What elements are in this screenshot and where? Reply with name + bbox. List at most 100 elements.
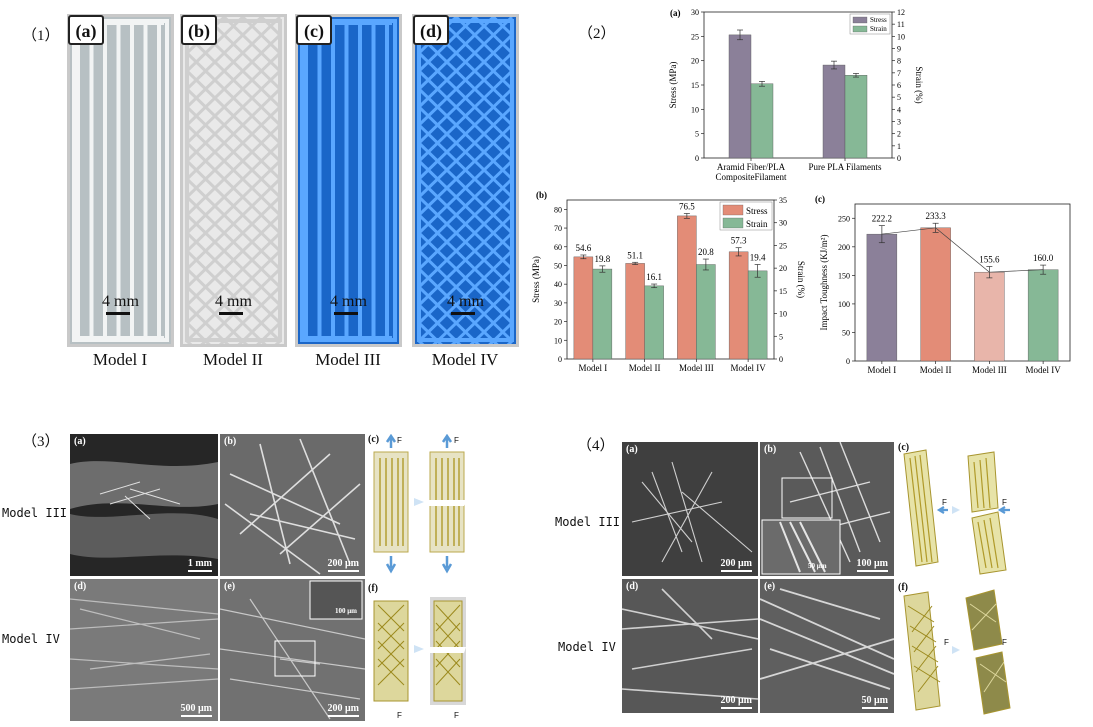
model-pattern [417,17,514,344]
sem-image: (b) 50 μm 100 μm [760,442,894,576]
force-label: F [1002,638,1007,647]
y-tick-label: 60 [554,243,562,252]
y-tick-label: 10 [554,336,562,345]
model-panel: (c) 4 mm [295,14,402,347]
bar [1027,269,1059,362]
y-tick-label: 50 [554,261,562,270]
legend-swatch [722,204,744,216]
y-tick-label: 0 [558,355,562,364]
scale-bar: 1 mm [187,558,212,572]
y-tick-label: 0 [695,154,699,163]
sem4-row-label-1: Model III [555,515,621,529]
section-label-2: （2） [578,26,616,42]
schematic-panel: (c) F F [898,442,1013,576]
bar [644,285,664,360]
bar [677,215,697,360]
inset-scale: 100 μm [334,607,357,615]
bar [844,75,868,159]
bar [728,34,752,159]
y2-tick-label: 12 [897,8,905,17]
panel-tag: (e) [224,581,236,592]
bar [625,263,645,360]
y-tick-label: 30 [554,299,562,308]
model-panel: (d) 4 mm [412,14,519,347]
y2-tick-label: 20 [779,264,787,273]
scale-text: 4 mm [102,293,139,310]
bar [592,268,613,360]
y2-tick-label: 35 [779,196,787,205]
sem-texture [220,579,365,721]
y-tick-label: 250 [838,214,850,223]
sem-image: (d) 500 μm [70,579,218,721]
force-label: F [397,711,402,720]
y-tick-label: 15 [691,81,699,90]
y-tick-label: 70 [554,224,562,233]
scale-text: 200 μm [327,558,360,569]
bar [920,227,951,362]
x-tick-label: Model III [972,365,1007,375]
y-tick-label: 10 [691,105,699,114]
panel-tag: (a) [626,444,638,455]
bar [696,264,716,360]
data-label: 155.6 [979,254,1000,264]
schematic-panel: (c) F F [368,434,478,576]
bar [750,83,774,159]
y2-tick-label: 11 [897,20,905,29]
y2-tick-label: 2 [897,130,901,139]
data-label: 16.1 [646,272,662,282]
panel-tag: (e) [764,581,776,592]
chart-a: 0 5 10 15 20 25 30 Stress (MPa) 0 1 2 3 4 5 6 7 8 9 10 11 12… [660,2,930,192]
bar [728,251,749,360]
scale-bar: 50 μm [861,695,888,709]
panel-tag: (c) [815,194,825,204]
y2-tick-label: 3 [897,118,901,127]
data-label: 54.6 [576,243,592,253]
bar [974,271,1005,362]
sem-image: (d) 200 μm [622,579,758,713]
trend-line [881,227,1044,273]
bar [866,233,898,362]
x-tick-label: Model II [629,363,661,373]
data-label: 57.3 [731,236,747,246]
section-label-1: （1） [22,28,60,44]
scale-bar: 200 μm [720,558,752,572]
schematic-svg [373,434,466,574]
model-pattern [185,17,282,344]
y2-tick-label: 30 [779,219,787,228]
model-name: Model III [315,350,381,369]
y-tick-label: 5 [695,130,699,139]
data-label: 51.1 [627,250,643,260]
scale-bar: 200 μm [327,703,359,717]
y2-tick-label: 15 [779,287,787,296]
force-label: F [397,436,402,445]
x-tick-label: Model IV [1026,365,1062,375]
y-tick-label: 25 [691,32,699,41]
bar [747,270,768,360]
y2-tick-label: 10 [779,310,787,319]
data-label: 222.2 [872,214,892,224]
schematic-panel: (f) F F [898,582,1013,716]
sem-texture [220,434,365,576]
x-tick-label: Model I [579,363,608,373]
legend-swatch [852,25,868,33]
scale-text: 200 μm [720,695,753,706]
y-tick-label: 40 [554,280,562,289]
model-pattern [300,19,397,342]
model-tag: (a) [68,15,104,45]
inset-scale: 50 μm [808,562,827,570]
model-name: Model II [203,350,263,369]
y-tick-label: 50 [842,328,850,337]
legend-swatch [722,217,744,229]
sem3-row-label-2: Model IV [2,632,60,646]
model-tag: (d) [413,15,449,45]
y-axis-label: Stress (MPa) [531,256,541,303]
model-panel: (b) 4 mm [180,14,287,347]
data-label: 160.0 [1033,253,1054,263]
panel-tag: (c) [898,442,910,453]
legend-swatch [852,16,868,24]
y2-tick-label: 4 [897,105,901,114]
x-tick-label: Model I [868,365,897,375]
y2-tick-label: 6 [897,81,901,90]
plot-frame [566,199,775,360]
y2-tick-label: 7 [897,69,901,78]
